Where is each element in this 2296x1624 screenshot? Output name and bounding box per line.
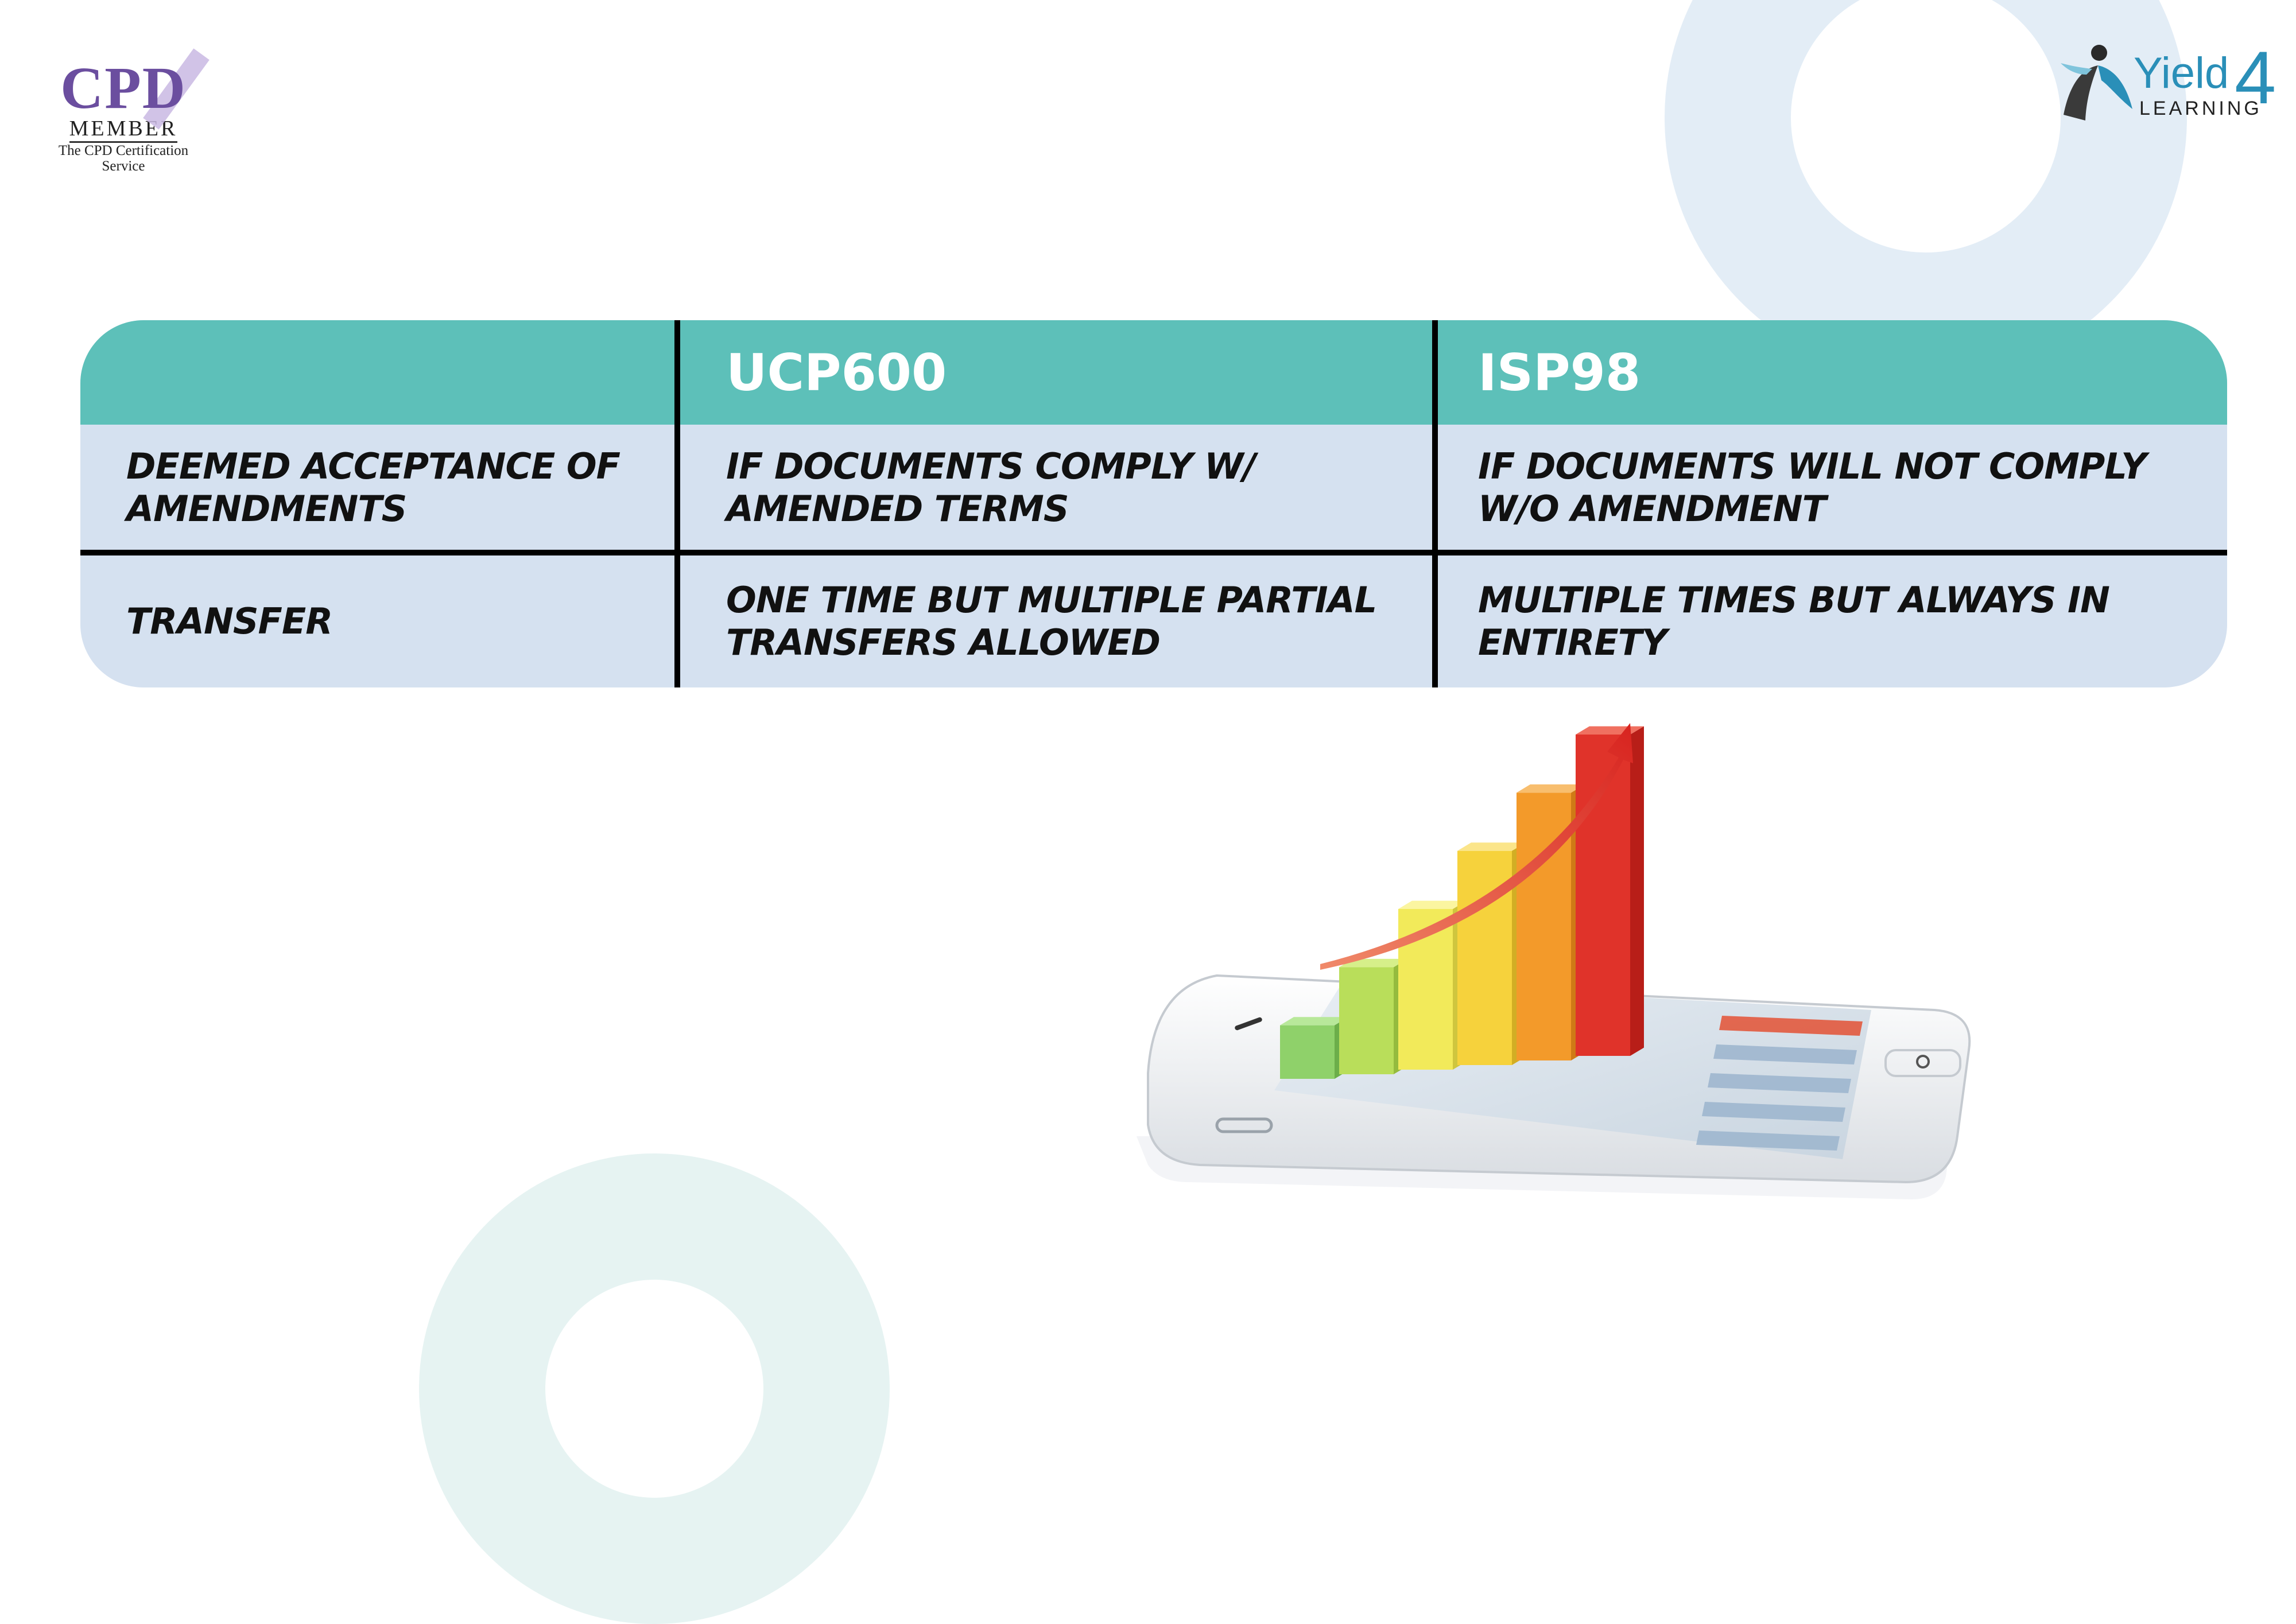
yield4-logo-digit: 4 [2235, 36, 2276, 119]
table-header-label: UCP600 [726, 343, 947, 402]
table-cell-text: DEEMED ACCEPTANCE OF AMENDMENTS [126, 445, 620, 530]
table-row: TRANSFER ONE TIME BUT MULTIPLE PARTIAL T… [80, 555, 2227, 687]
table-row-divider [80, 550, 2227, 555]
yield4-logo-sub: LEARNING [2139, 98, 2262, 119]
cpd-logo-service-line2: Service [102, 158, 145, 174]
phone-growth-chart-icon [1137, 723, 1971, 1199]
table-cell: DEEMED ACCEPTANCE OF AMENDMENTS [80, 425, 674, 551]
table-cell-text: IF DOCUMENTS WILL NOT COMPLY W/O AMENDME… [1478, 445, 2147, 530]
decorative-ring-bottom [419, 1153, 890, 1624]
table-cell: IF DOCUMENTS COMPLY W/ AMENDED TERMS [680, 425, 1432, 551]
cpd-logo-service-line1: The CPD Certification [58, 143, 189, 158]
table-cell-text: MULTIPLE TIMES BUT ALWAYS IN ENTIRETY [1478, 579, 2110, 663]
growth-bars [1280, 726, 1644, 1079]
growth-bar-top [1398, 900, 1467, 909]
cpd-member-logo: CPD MEMBER The CPD Certification Service [46, 46, 210, 178]
growth-bar-top [1457, 842, 1526, 851]
comparison-table: UCP600 ISP98 DEEMED ACCEPTANCE OF AMENDM… [80, 320, 2227, 687]
growth-bar-top [1517, 784, 1585, 793]
table-cell-text: TRANSFER [126, 600, 333, 642]
table-header-cell-isp98: ISP98 [1438, 320, 2227, 425]
table-column-divider [1432, 320, 1438, 687]
table-header-cell-ucp600: UCP600 [680, 320, 1432, 425]
yield4-learning-logo: Yield 4 LEARNING [2052, 40, 2276, 126]
growth-bar-side [1630, 726, 1644, 1056]
cpd-logo-letters: CPD [60, 55, 187, 121]
table-header-cell-empty [80, 320, 674, 425]
table-column-divider [674, 320, 680, 687]
table-header-label: ISP98 [1478, 343, 1641, 402]
growth-bar [1280, 1025, 1335, 1079]
growth-bar-top [1280, 1017, 1348, 1025]
screen-stripes [1696, 1016, 1863, 1151]
table-header-row: UCP600 ISP98 [80, 320, 2227, 425]
table-row: DEEMED ACCEPTANCE OF AMENDMENTS IF DOCUM… [80, 425, 2227, 551]
table-cell-text: IF DOCUMENTS COMPLY W/ AMENDED TERMS [726, 445, 1256, 530]
yield4-logo-word: Yield [2134, 49, 2229, 98]
table-cell: IF DOCUMENTS WILL NOT COMPLY W/O AMENDME… [1438, 425, 2227, 551]
table-cell: MULTIPLE TIMES BUT ALWAYS IN ENTIRETY [1438, 555, 2227, 687]
table-cell: ONE TIME BUT MULTIPLE PARTIAL TRANSFERS … [680, 555, 1432, 687]
growth-bar [1339, 967, 1394, 1074]
yield4-figure-icon [2061, 45, 2132, 121]
table-cell-text: ONE TIME BUT MULTIPLE PARTIAL TRANSFERS … [726, 579, 1377, 663]
table-cell: TRANSFER [80, 555, 674, 687]
